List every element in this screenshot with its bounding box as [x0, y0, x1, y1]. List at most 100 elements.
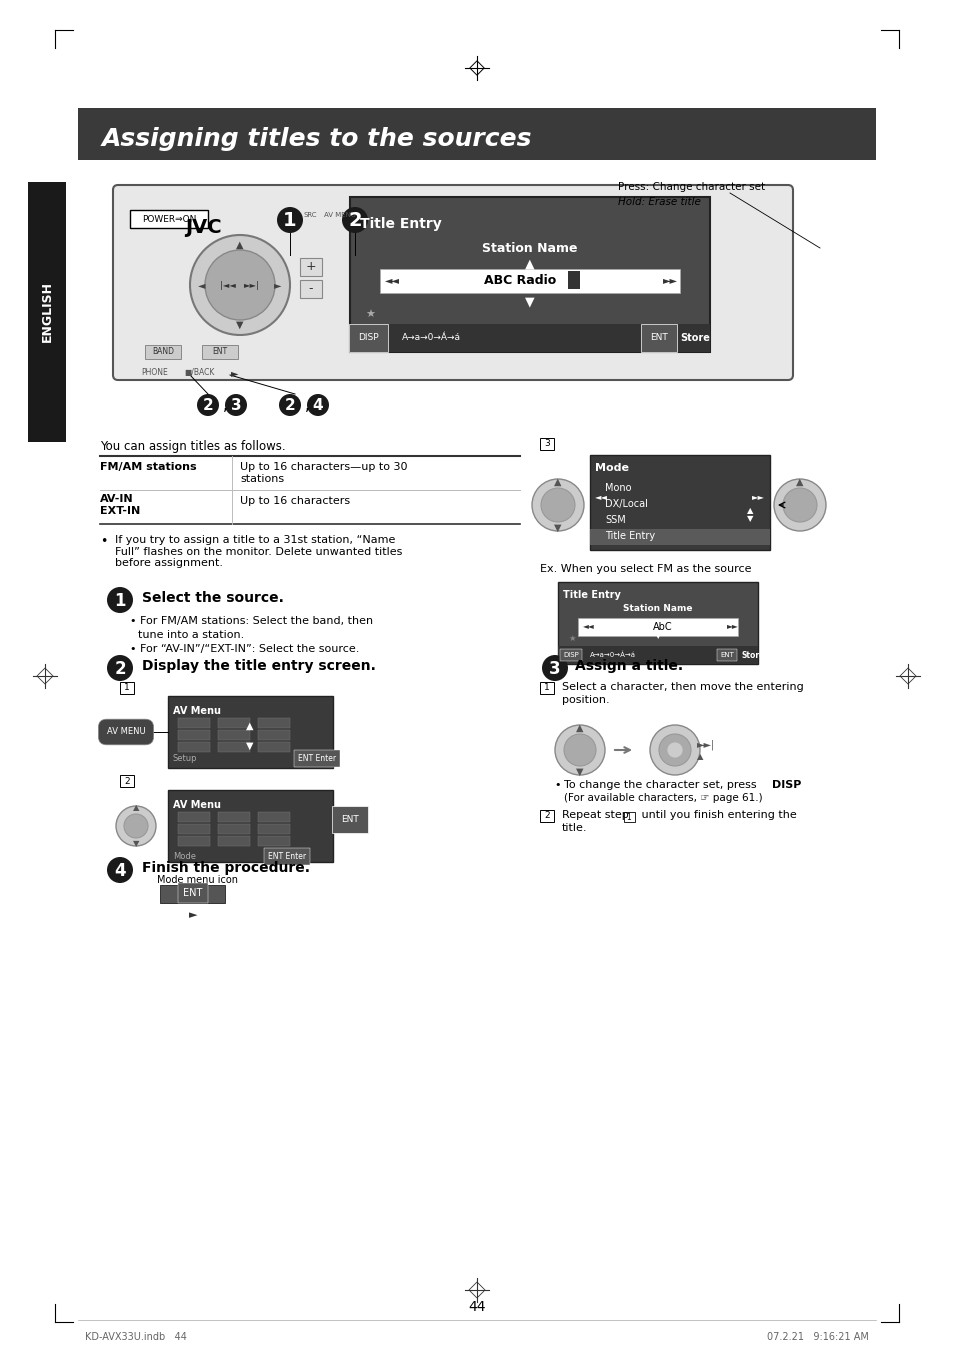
Text: ENT: ENT — [183, 888, 202, 898]
Bar — [257, 836, 290, 846]
Text: ►: ► — [231, 368, 238, 379]
Text: -: - — [309, 283, 313, 296]
Text: PHONE: PHONE — [141, 368, 168, 377]
Circle shape — [541, 654, 567, 681]
Text: ENT Enter: ENT Enter — [268, 852, 306, 861]
Circle shape — [278, 393, 301, 416]
Text: BAND: BAND — [152, 347, 173, 357]
Circle shape — [196, 393, 219, 416]
Text: 2: 2 — [284, 399, 295, 414]
Circle shape — [107, 857, 132, 883]
Text: ,: , — [304, 399, 309, 414]
Text: ENGLISH: ENGLISH — [40, 281, 53, 342]
Text: Select a character, then move the entering: Select a character, then move the enteri… — [561, 681, 803, 692]
Text: Store: Store — [679, 333, 709, 343]
Text: 4: 4 — [114, 863, 126, 880]
Text: Up to 16 characters—up to 30
stations: Up to 16 characters—up to 30 stations — [240, 462, 407, 484]
Text: DISP: DISP — [771, 780, 801, 790]
Bar — [379, 269, 679, 293]
Text: Mode menu icon: Mode menu icon — [157, 875, 238, 886]
Text: FM/AM stations: FM/AM stations — [100, 462, 196, 472]
Text: ABC Radio: ABC Radio — [483, 274, 556, 288]
Polygon shape — [37, 668, 53, 684]
Circle shape — [276, 207, 303, 233]
Bar — [257, 813, 290, 822]
Text: To change the character set, press: To change the character set, press — [563, 780, 760, 790]
Text: ENT: ENT — [649, 334, 667, 342]
Text: POWER⇒ON: POWER⇒ON — [142, 215, 196, 224]
Text: (For available characters, ☞ page 61.): (For available characters, ☞ page 61.) — [563, 794, 761, 803]
Circle shape — [225, 393, 247, 416]
Text: ▲: ▲ — [246, 721, 253, 731]
Bar — [168, 790, 333, 863]
Polygon shape — [469, 1282, 484, 1298]
Text: 4: 4 — [313, 399, 323, 414]
Text: Mode: Mode — [172, 852, 195, 861]
Circle shape — [107, 654, 132, 681]
Text: AV-IN: AV-IN — [100, 493, 133, 504]
Text: ENT: ENT — [720, 652, 733, 658]
Bar — [202, 345, 237, 360]
Text: 44: 44 — [468, 1301, 485, 1314]
Text: position.: position. — [561, 695, 609, 704]
Text: ▼: ▼ — [236, 320, 244, 330]
Bar — [178, 836, 210, 846]
Circle shape — [563, 734, 596, 767]
Bar — [120, 681, 133, 694]
Text: •: • — [554, 780, 560, 790]
Text: 3: 3 — [549, 660, 560, 677]
Circle shape — [116, 806, 156, 846]
Bar — [218, 718, 250, 727]
Bar — [120, 775, 133, 787]
Text: 2: 2 — [202, 399, 213, 414]
Text: Station Name: Station Name — [482, 242, 578, 256]
Bar — [299, 258, 322, 276]
Text: ▲: ▲ — [576, 723, 583, 733]
Bar — [558, 581, 758, 664]
Circle shape — [555, 725, 604, 775]
Text: Ex. When you select FM as the source: Ex. When you select FM as the source — [539, 564, 751, 575]
Text: A→a→0→Á→á: A→a→0→Á→á — [589, 652, 636, 658]
Bar — [623, 813, 635, 822]
Text: Repeat step: Repeat step — [561, 810, 632, 821]
Bar — [178, 742, 210, 752]
Text: ◄: ◄ — [198, 280, 206, 289]
Circle shape — [532, 479, 583, 531]
Text: |◄◄: |◄◄ — [220, 280, 235, 289]
Circle shape — [666, 742, 682, 758]
Circle shape — [341, 207, 368, 233]
Text: ▼: ▼ — [246, 741, 253, 750]
Text: ◄◄: ◄◄ — [385, 274, 399, 285]
Bar — [178, 813, 210, 822]
Text: +: + — [305, 261, 316, 273]
Bar — [589, 529, 769, 545]
Text: ENT: ENT — [213, 347, 228, 357]
Bar — [218, 730, 250, 740]
Text: title.: title. — [561, 823, 587, 833]
Text: ,: , — [222, 399, 227, 414]
Circle shape — [540, 488, 575, 522]
Circle shape — [107, 587, 132, 612]
Text: ▲: ▲ — [132, 803, 139, 813]
Text: ▼: ▼ — [654, 631, 660, 641]
Text: Title Entry: Title Entry — [562, 589, 620, 600]
Text: ■/BACK: ■/BACK — [185, 368, 215, 377]
Circle shape — [773, 479, 825, 531]
Text: ★: ★ — [567, 634, 575, 642]
Circle shape — [659, 734, 690, 767]
Text: ►: ► — [274, 280, 281, 289]
Text: Title Entry: Title Entry — [359, 218, 441, 231]
Text: AV Menu: AV Menu — [172, 800, 221, 810]
Bar — [28, 183, 66, 442]
Text: Finish the procedure.: Finish the procedure. — [142, 861, 310, 875]
Text: EXT-IN: EXT-IN — [100, 506, 140, 516]
Text: Mode: Mode — [595, 462, 628, 473]
Text: SSM: SSM — [604, 515, 625, 525]
Text: Title Entry: Title Entry — [604, 531, 655, 541]
Circle shape — [124, 814, 148, 838]
Text: • For FM/AM stations: Select the band, then: • For FM/AM stations: Select the band, t… — [130, 617, 373, 626]
Text: ◄◄: ◄◄ — [595, 492, 607, 502]
Text: ▲: ▲ — [697, 753, 702, 761]
Bar — [257, 730, 290, 740]
Bar — [160, 886, 225, 903]
